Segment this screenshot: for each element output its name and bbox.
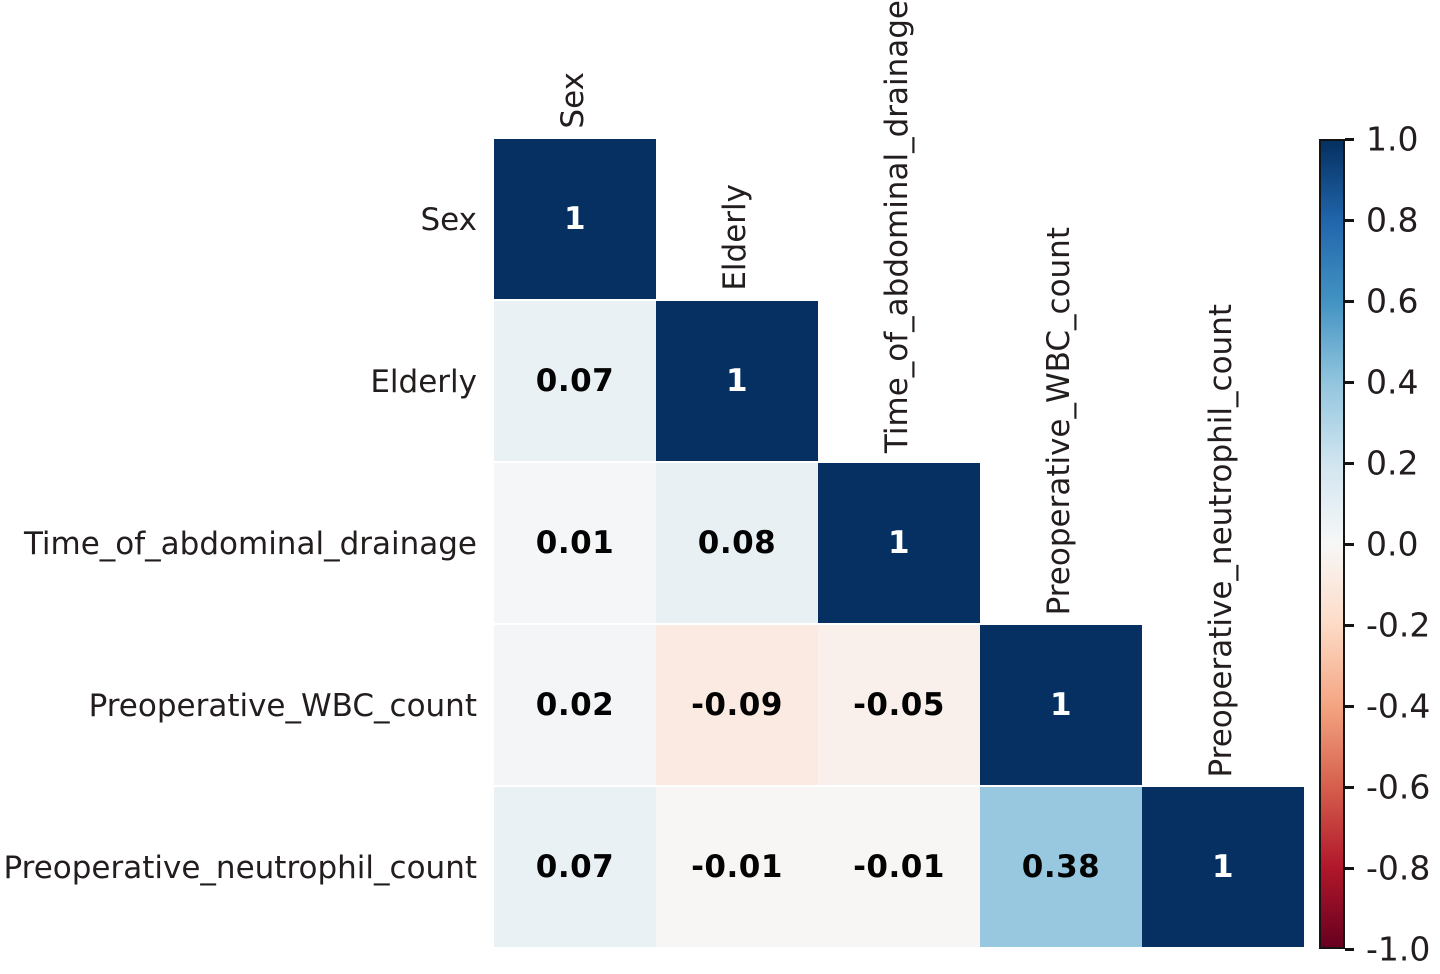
column-label-Time_of_abdominal_drainage: Time_of_abdominal_drainage [879, 0, 915, 453]
colorbar-tick-label: 0.6 [1366, 281, 1419, 321]
correlation-value: 1 [887, 525, 911, 561]
correlation-value: 0.07 [535, 849, 615, 885]
colorbar-tick-mark [1345, 380, 1354, 384]
matrix-cell-Preoperative_WBC_count-x-Elderly: -0.09 [656, 625, 818, 787]
colorbar-tick-label: -0.6 [1366, 767, 1431, 807]
column-label-Sex: Sex [555, 72, 591, 129]
column-label-Elderly: Elderly [717, 184, 753, 291]
correlation-value: 0.38 [1021, 849, 1101, 885]
correlation-value: 0.02 [535, 687, 615, 723]
colorbar-tick-label: 0.8 [1366, 200, 1419, 240]
row-label-Elderly: Elderly [370, 363, 477, 400]
row-label-Preoperative_neutrophil_count: Preoperative_neutrophil_count [3, 849, 478, 886]
matrix-cell-Time_of_abdominal_drainage-x-Sex: 0.01 [494, 463, 656, 625]
colorbar-tick-mark [1345, 461, 1354, 465]
correlation-value: 0.01 [535, 525, 615, 561]
matrix-cell-Elderly-x-Elderly: 1 [656, 301, 818, 463]
matrix-cell-Elderly-x-Sex: 0.07 [494, 301, 656, 463]
matrix-cell-Time_of_abdominal_drainage-x-Time_of_abdominal_drainage: 1 [818, 463, 980, 625]
colorbar-tick-label: -0.4 [1366, 686, 1431, 726]
colorbar-tick-mark [1345, 704, 1354, 708]
colorbar-tick-label: 0.2 [1366, 443, 1419, 483]
correlation-value: 1 [1211, 849, 1235, 885]
colorbar-tick-mark [1345, 137, 1354, 141]
matrix-cell-Preoperative_WBC_count-x-Sex: 0.02 [494, 625, 656, 787]
correlation-value: -0.01 [691, 849, 783, 885]
correlation-value: 1 [563, 201, 587, 237]
row-label-Time_of_abdominal_drainage: Time_of_abdominal_drainage [23, 525, 477, 562]
correlation-value: 0.08 [697, 525, 777, 561]
colorbar-gradient [1319, 139, 1345, 949]
colorbar-tick-label: 1.0 [1366, 119, 1419, 159]
row-label-Preoperative_WBC_count: Preoperative_WBC_count [88, 687, 477, 724]
colorbar-tick-label: 0.0 [1366, 524, 1419, 564]
correlation-value: -0.01 [853, 849, 945, 885]
matrix-cell-Time_of_abdominal_drainage-x-Elderly: 0.08 [656, 463, 818, 625]
matrix-cell-Preoperative_neutrophil_count-x-Preoperative_neutrophil_count: 1 [1142, 787, 1304, 949]
correlation-value: 0.07 [535, 363, 615, 399]
matrix-cell-Preoperative_neutrophil_count-x-Elderly: -0.01 [656, 787, 818, 949]
matrix-cell-Preoperative_WBC_count-x-Time_of_abdominal_drainage: -0.05 [818, 625, 980, 787]
row-label-Sex: Sex [420, 201, 477, 238]
colorbar-tick-label: -0.2 [1366, 605, 1431, 645]
colorbar-tick-mark [1345, 218, 1354, 222]
correlation-value: 1 [1049, 687, 1073, 723]
colorbar-tick-label: -0.8 [1366, 848, 1431, 888]
matrix-cell-Preoperative_neutrophil_count-x-Sex: 0.07 [494, 787, 656, 949]
correlation-value: -0.09 [691, 687, 783, 723]
colorbar-tick-mark [1345, 623, 1354, 627]
column-label-Preoperative_neutrophil_count: Preoperative_neutrophil_count [1203, 303, 1239, 778]
colorbar-tick-label: 0.4 [1366, 362, 1419, 402]
matrix-cell-Sex-x-Sex: 1 [494, 139, 656, 301]
colorbar-tick-mark [1345, 866, 1354, 870]
colorbar-tick-mark [1345, 947, 1354, 951]
correlation-value: 1 [725, 363, 749, 399]
column-label-Preoperative_WBC_count: Preoperative_WBC_count [1041, 226, 1077, 615]
colorbar-tick-label: -1.0 [1366, 929, 1431, 969]
matrix-cell-Preoperative_WBC_count-x-Preoperative_WBC_count: 1 [980, 625, 1142, 787]
colorbar-tick-mark [1345, 542, 1354, 546]
matrix-cell-Preoperative_neutrophil_count-x-Preoperative_WBC_count: 0.38 [980, 787, 1142, 949]
matrix-cell-Preoperative_neutrophil_count-x-Time_of_abdominal_drainage: -0.01 [818, 787, 980, 949]
correlation-value: -0.05 [853, 687, 945, 723]
colorbar-tick-mark [1345, 299, 1354, 303]
colorbar-tick-mark [1345, 785, 1354, 789]
